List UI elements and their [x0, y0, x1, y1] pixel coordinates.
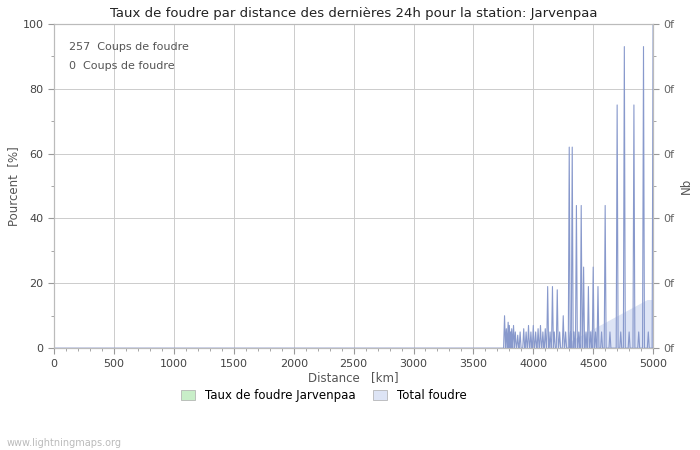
Text: 257  Coups de foudre: 257 Coups de foudre	[69, 42, 189, 52]
Y-axis label: Nb: Nb	[680, 178, 693, 194]
Y-axis label: Pourcent  [%]: Pourcent [%]	[7, 146, 20, 226]
Legend: Taux de foudre Jarvenpaa, Total foudre: Taux de foudre Jarvenpaa, Total foudre	[176, 385, 471, 407]
X-axis label: Distance   [km]: Distance [km]	[308, 371, 399, 384]
Text: 0  Coups de foudre: 0 Coups de foudre	[69, 61, 175, 71]
Text: www.lightningmaps.org: www.lightningmaps.org	[7, 438, 122, 448]
Title: Taux de foudre par distance des dernières 24h pour la station: Jarvenpaa: Taux de foudre par distance des dernière…	[110, 7, 597, 20]
